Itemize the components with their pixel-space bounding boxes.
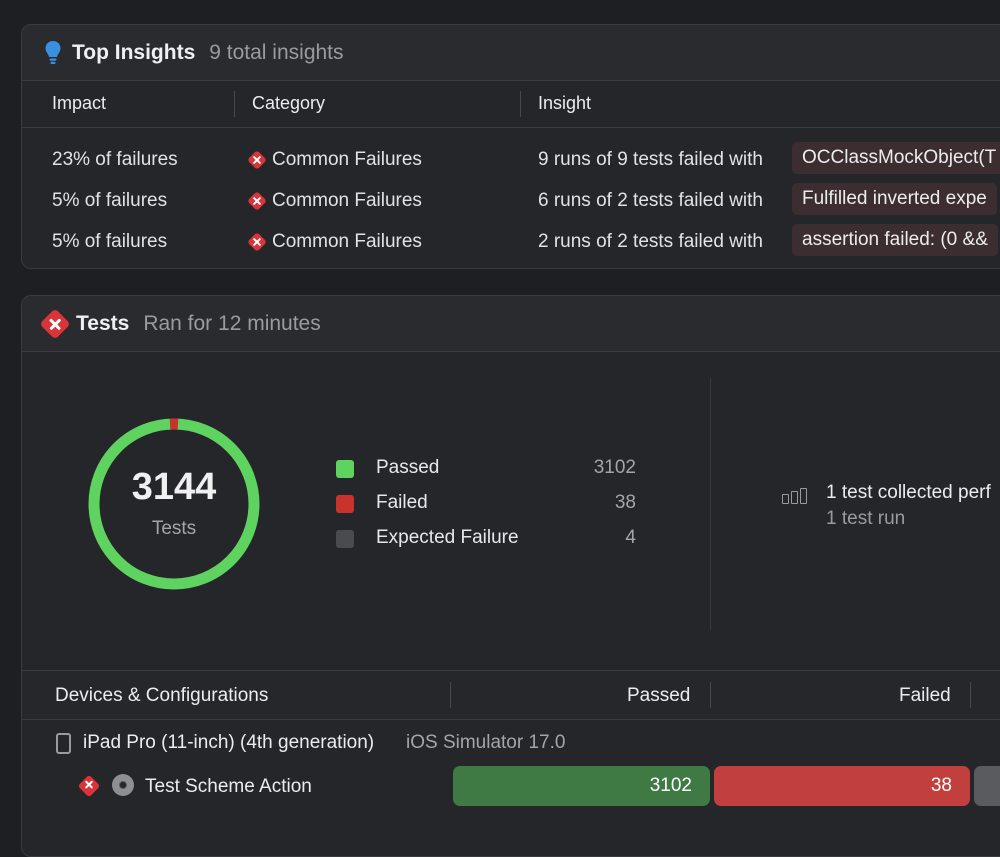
category-label: Common Failures bbox=[272, 149, 422, 171]
column-divider[interactable] bbox=[234, 91, 235, 117]
legend-value: 4 bbox=[625, 527, 636, 549]
insight-impact: 5% of failures bbox=[52, 231, 167, 253]
column-insight[interactable]: Insight bbox=[538, 93, 591, 114]
legend-failed[interactable]: Failed 38 bbox=[336, 489, 636, 517]
device-row[interactable]: iPad Pro (11-inch) (4th generation) iOS … bbox=[22, 726, 1000, 760]
insight-impact: 23% of failures bbox=[52, 149, 178, 171]
insight-row[interactable]: 5% of failures Common Failures 6 runs of… bbox=[22, 182, 1000, 218]
expected-failure-swatch bbox=[336, 530, 354, 548]
column-divider[interactable] bbox=[970, 682, 971, 708]
insight-category: Common Failures bbox=[250, 190, 422, 212]
insight-category: Common Failures bbox=[250, 231, 422, 253]
legend-value: 3102 bbox=[594, 457, 636, 479]
insight-category: Common Failures bbox=[250, 149, 422, 171]
legend-expected-failure[interactable]: Expected Failure 4 bbox=[336, 524, 636, 552]
gear-icon bbox=[112, 774, 134, 796]
column-impact[interactable]: Impact bbox=[52, 93, 106, 114]
panel-title: Top Insights bbox=[72, 41, 195, 65]
legend-label: Passed bbox=[376, 457, 439, 479]
column-devices-configurations[interactable]: Devices & Configurations bbox=[55, 685, 268, 707]
tests-panel: Tests Ran for 12 minutes 3144 Tests Pass… bbox=[21, 295, 1000, 857]
tests-total-label: Tests bbox=[86, 518, 262, 540]
failed-bar[interactable]: 38 bbox=[714, 766, 970, 806]
device-name: iPad Pro (11-inch) (4th generation) bbox=[83, 732, 374, 754]
column-category[interactable]: Category bbox=[252, 93, 325, 114]
legend-label: Expected Failure bbox=[376, 527, 519, 549]
failure-message-chip[interactable]: Fulfilled inverted expe bbox=[792, 183, 997, 215]
insight-text: 9 runs of 9 tests failed with bbox=[538, 149, 763, 171]
failed-swatch bbox=[336, 495, 354, 513]
column-divider[interactable] bbox=[450, 682, 451, 708]
ipad-icon bbox=[56, 733, 71, 754]
passed-swatch bbox=[336, 460, 354, 478]
error-icon bbox=[247, 232, 267, 252]
insights-column-header: Impact Category Insight bbox=[22, 81, 1000, 128]
column-divider[interactable] bbox=[520, 91, 521, 117]
legend-value: 38 bbox=[615, 492, 636, 514]
passed-bar[interactable]: 3102 bbox=[453, 766, 710, 806]
insight-impact: 5% of failures bbox=[52, 190, 167, 212]
expected-failure-bar[interactable] bbox=[974, 766, 1000, 806]
panel-subtitle: Ran for 12 minutes bbox=[143, 312, 320, 336]
section-divider bbox=[710, 378, 711, 630]
error-icon bbox=[247, 191, 267, 211]
category-label: Common Failures bbox=[272, 190, 422, 212]
legend-passed[interactable]: Passed 3102 bbox=[336, 454, 636, 482]
top-insights-panel: Top Insights 9 total insights Impact Cat… bbox=[21, 24, 1000, 269]
insight-row[interactable]: 23% of failures Common Failures 9 runs o… bbox=[22, 141, 1000, 177]
column-divider[interactable] bbox=[710, 682, 711, 708]
perf-summary[interactable]: 1 test collected perf bbox=[826, 482, 991, 504]
category-label: Common Failures bbox=[272, 231, 422, 253]
error-icon bbox=[78, 775, 101, 798]
failure-message-chip[interactable]: assertion failed: (0 && bbox=[792, 224, 998, 256]
panel-subtitle: 9 total insights bbox=[209, 41, 343, 65]
scheme-name: Test Scheme Action bbox=[145, 776, 312, 798]
insight-row[interactable]: 5% of failures Common Failures 2 runs of… bbox=[22, 223, 1000, 259]
error-icon bbox=[247, 150, 267, 170]
insight-text: 2 runs of 2 tests failed with bbox=[538, 231, 763, 253]
legend-label: Failed bbox=[376, 492, 428, 514]
error-icon bbox=[39, 308, 70, 339]
lightbulb-icon bbox=[44, 40, 62, 66]
failure-message-chip[interactable]: OCClassMockObject(T bbox=[792, 142, 1000, 174]
performance-chart-icon bbox=[782, 488, 807, 504]
top-insights-header: Top Insights 9 total insights bbox=[22, 25, 1000, 81]
device-os: iOS Simulator 17.0 bbox=[406, 732, 565, 754]
column-passed[interactable]: Passed bbox=[627, 685, 690, 707]
insight-text: 6 runs of 2 tests failed with bbox=[538, 190, 763, 212]
perf-run-count: 1 test run bbox=[826, 508, 905, 530]
column-failed[interactable]: Failed bbox=[899, 685, 951, 707]
tests-total: 3144 bbox=[86, 466, 262, 509]
panel-title: Tests bbox=[76, 312, 129, 336]
devices-column-header: Devices & Configurations Passed Failed bbox=[22, 670, 1000, 720]
tests-header: Tests Ran for 12 minutes bbox=[22, 296, 1000, 352]
scheme-row[interactable]: Test Scheme Action 3102 38 bbox=[22, 766, 1000, 808]
